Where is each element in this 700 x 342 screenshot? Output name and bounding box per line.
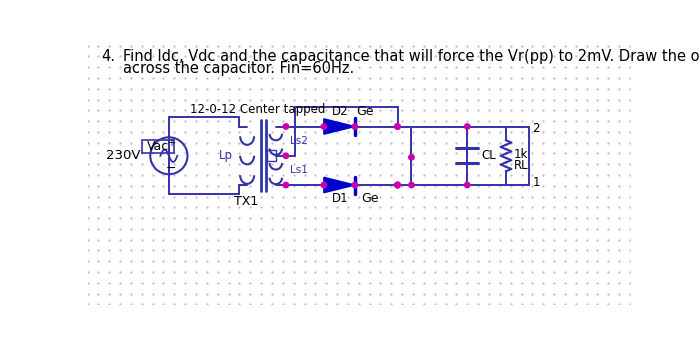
Polygon shape bbox=[324, 177, 355, 193]
Circle shape bbox=[465, 182, 470, 188]
Text: Vac: Vac bbox=[147, 140, 169, 153]
Text: −: − bbox=[166, 161, 176, 174]
Circle shape bbox=[395, 124, 400, 129]
Text: D1: D1 bbox=[332, 193, 349, 206]
Text: Lp: Lp bbox=[218, 149, 232, 162]
Circle shape bbox=[395, 182, 400, 188]
Text: Ls2: Ls2 bbox=[290, 136, 307, 146]
Circle shape bbox=[395, 182, 400, 188]
Circle shape bbox=[395, 182, 400, 188]
Circle shape bbox=[321, 124, 327, 129]
Text: 1k: 1k bbox=[514, 148, 528, 161]
Text: +: + bbox=[167, 139, 175, 148]
Text: 2: 2 bbox=[533, 122, 540, 135]
Text: 12-0-12 Center tapped: 12-0-12 Center tapped bbox=[190, 103, 326, 116]
Text: 4.: 4. bbox=[102, 49, 116, 64]
Circle shape bbox=[284, 153, 288, 158]
Text: Find Idc, Vdc and the capacitance that will force the Vr(pp) to 2mV. Draw the ou: Find Idc, Vdc and the capacitance that w… bbox=[123, 49, 700, 64]
Circle shape bbox=[284, 182, 288, 188]
Circle shape bbox=[352, 124, 358, 129]
Bar bbox=[267, 150, 276, 161]
Text: CL: CL bbox=[481, 149, 496, 162]
Text: 230V: 230V bbox=[106, 149, 141, 162]
Text: TX1: TX1 bbox=[234, 196, 258, 209]
Text: Ge: Ge bbox=[356, 105, 374, 118]
Text: across the capacitor. Fin=60Hz.: across the capacitor. Fin=60Hz. bbox=[123, 61, 354, 76]
Text: D2: D2 bbox=[332, 105, 349, 118]
Circle shape bbox=[284, 124, 288, 129]
Text: 1: 1 bbox=[533, 176, 540, 189]
Circle shape bbox=[409, 155, 414, 160]
Circle shape bbox=[409, 182, 414, 188]
Circle shape bbox=[352, 182, 358, 188]
Circle shape bbox=[465, 124, 470, 129]
Text: Ge: Ge bbox=[361, 193, 379, 206]
Polygon shape bbox=[324, 119, 355, 134]
Text: Ls1: Ls1 bbox=[290, 166, 307, 175]
Circle shape bbox=[321, 182, 327, 188]
Circle shape bbox=[395, 124, 400, 129]
Text: RL: RL bbox=[514, 159, 528, 172]
